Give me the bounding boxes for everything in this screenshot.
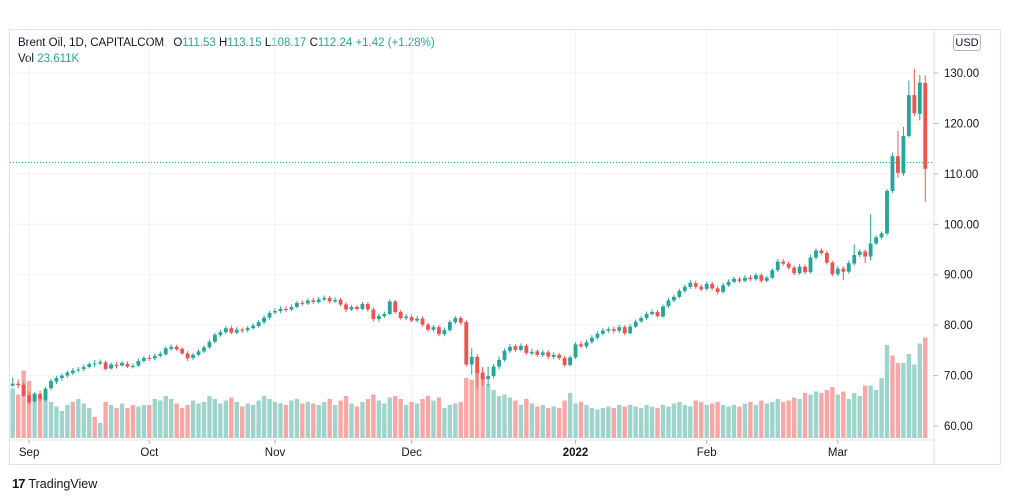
legend-high-value: 113.15: [227, 37, 262, 49]
legend-high-label: H: [218, 37, 228, 49]
legend-close-value: 112.24: [317, 37, 353, 49]
legend-low-label: L: [264, 37, 272, 49]
legend-change-value: +1.42 (+1.28%): [355, 37, 435, 49]
legend-vol-label[interactable]: Vol: [18, 53, 34, 65]
tradingview-brand[interactable]: 17 TradingView: [12, 476, 97, 491]
chart-legend: Brent Oil, 1D, CAPITALCOM O111.53 H113.1…: [18, 35, 435, 67]
legend-ohlc-row: Brent Oil, 1D, CAPITALCOM O111.53 H113.1…: [18, 35, 435, 51]
chart-frame: [9, 29, 1001, 465]
legend-volume-row: Vol 23.611K: [18, 51, 435, 67]
legend-symbol[interactable]: Brent Oil, 1D, CAPITALCOM: [18, 37, 165, 49]
tradingview-name: TradingView: [28, 476, 98, 491]
legend-open-label: O: [173, 37, 183, 49]
legend-open-value: 111.53: [182, 37, 216, 49]
tradingview-logo-icon: 17: [12, 476, 26, 491]
currency-button[interactable]: USD: [953, 34, 981, 51]
legend-low-value: 108.17: [271, 37, 307, 49]
legend-close-label: C: [309, 37, 318, 49]
legend-vol-value: 23.611K: [37, 53, 80, 65]
